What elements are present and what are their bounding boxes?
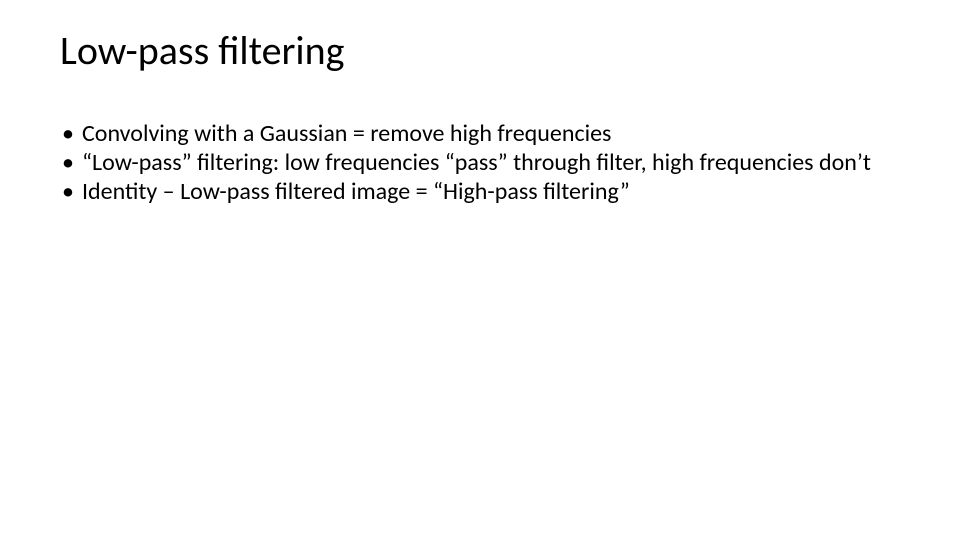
slide: Low-pass filtering Convolving with a Gau… <box>0 0 960 540</box>
list-item: Identity – Low-pass filtered image = “Hi… <box>60 178 900 207</box>
bullet-list: Convolving with a Gaussian = remove high… <box>60 120 900 206</box>
list-item: “Low-pass” filtering: low frequencies “p… <box>60 149 900 178</box>
slide-title: Low-pass filtering <box>60 28 900 74</box>
list-item: Convolving with a Gaussian = remove high… <box>60 120 900 149</box>
